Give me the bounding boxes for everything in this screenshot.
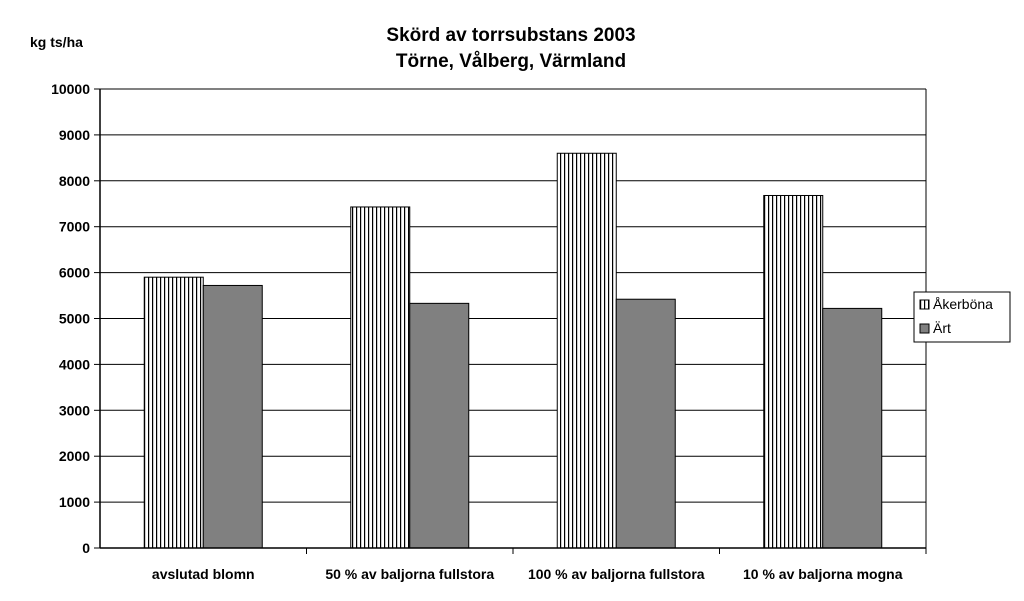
y-tick-label: 5000 (59, 311, 90, 327)
chart-title: Skörd av torrsubstans 2003 (386, 25, 635, 46)
x-category-label: 100 % av baljorna fullstora (528, 566, 705, 582)
y-tick-label: 1000 (59, 494, 90, 510)
bar-rt-50-pct-av-baljorna-fullstora (409, 302, 470, 549)
legend-label-akerbona: Åkerböna (933, 296, 993, 312)
y-tick-label: 6000 (59, 265, 90, 281)
x-category-label: avslutad blomn (152, 566, 255, 582)
legend-label-art: Ärt (933, 320, 951, 336)
y-tick-label: 8000 (59, 173, 90, 189)
y-tick-label: 3000 (59, 402, 90, 418)
chart-subtitle: Törne, Vålberg, Värmland (396, 51, 626, 72)
y-tick-label: 4000 (59, 356, 90, 372)
bar-rt-100-pct-av-baljorna-fullstora (615, 298, 676, 549)
x-category-label: 50 % av baljorna fullstora (325, 566, 494, 582)
y-tick-label: 10000 (51, 81, 90, 97)
bar-rt-10-pct-av-baljorna-mogna (822, 307, 883, 549)
y-tick-label: 0 (82, 540, 90, 556)
x-category-labels: avslutad blomn 50 % av baljorna fullstora… (152, 566, 903, 582)
legend: Åkerböna Ärt (913, 291, 1011, 343)
legend-swatch-art (919, 323, 930, 334)
axes (94, 88, 927, 554)
x-category-label: 10 % av baljorna mogna (743, 566, 903, 582)
bars (143, 152, 883, 549)
bar-kerb-na-10-pct-av-baljorna-mogna (763, 194, 824, 549)
y-tick-label: 9000 (59, 127, 90, 143)
legend-swatch-akerbona (919, 299, 930, 310)
y-tick-label: 2000 (59, 448, 90, 464)
y-tick-labels: 0 1000 2000 3000 4000 5000 6000 7000 8000 9000 100… (51, 81, 90, 556)
bar-kerb-na-50-pct-av-baljorna-fullstora (350, 206, 411, 549)
y-tick-label: 7000 (59, 219, 90, 235)
bar-rt-avslutad-blomn (202, 284, 263, 549)
bar-kerb-na-avslutad-blomn (143, 276, 204, 549)
y-axis-label: kg ts/ha (30, 34, 83, 50)
legend-box (913, 291, 1011, 343)
bar-kerb-na-100-pct-av-baljorna-fullstora (556, 152, 617, 549)
